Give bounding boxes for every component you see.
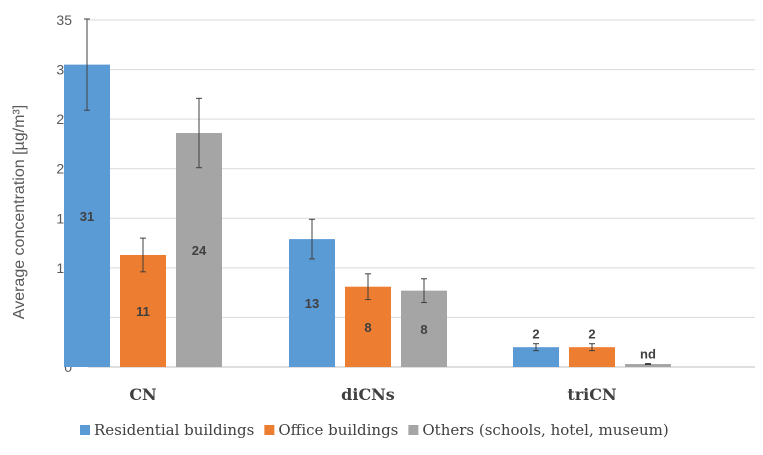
data-label: 24 xyxy=(192,243,207,258)
bar xyxy=(625,364,671,367)
legend-swatch xyxy=(80,425,90,435)
bar xyxy=(569,347,615,367)
legend-item: Others (schools, hotel, museum) xyxy=(408,421,669,439)
error-bar xyxy=(196,97,202,169)
data-labels: 31 13 2 11 8 2 24 8 nd xyxy=(80,209,656,362)
legend-swatch xyxy=(264,425,275,435)
data-label: nd xyxy=(640,347,656,362)
data-label: 8 xyxy=(420,322,427,337)
error-bar xyxy=(84,18,90,111)
legend-label: Others (schools, hotel, museum) xyxy=(422,421,668,439)
bar xyxy=(120,254,166,367)
category-label: CN xyxy=(129,385,156,404)
error-bar xyxy=(365,273,371,301)
legend-item: Office buildings xyxy=(264,421,398,439)
legend-item: Residential buildings xyxy=(80,421,254,439)
error-bar xyxy=(421,278,427,304)
error-bar xyxy=(309,218,315,260)
bar xyxy=(64,64,110,367)
bar xyxy=(401,290,447,367)
data-label: 31 xyxy=(80,209,94,224)
legend-label: Residential buildings xyxy=(94,421,254,439)
data-label: 11 xyxy=(136,304,150,319)
error-bar xyxy=(589,343,595,352)
error-bar xyxy=(645,363,651,366)
error-bar xyxy=(140,237,146,273)
category-labels: CN diCNs triCN xyxy=(129,385,616,404)
legend-swatch xyxy=(408,425,419,435)
bar xyxy=(513,347,559,367)
y-tick-label: 35 xyxy=(56,12,72,28)
bar xyxy=(289,239,335,367)
category-label: diCNs xyxy=(341,385,395,404)
bar xyxy=(176,133,222,367)
data-label: 13 xyxy=(305,296,319,311)
legend-label: Office buildings xyxy=(278,421,398,439)
category-label: triCN xyxy=(567,385,616,404)
data-label: 2 xyxy=(532,327,539,342)
y-axis-label: Average concentration [µg/m³] xyxy=(11,105,28,319)
data-label: 8 xyxy=(364,320,371,335)
error-bars xyxy=(84,18,651,366)
legend: Residential buildings Office buildings Oth… xyxy=(80,421,669,439)
data-label: 2 xyxy=(588,327,595,342)
error-bar xyxy=(533,343,539,352)
